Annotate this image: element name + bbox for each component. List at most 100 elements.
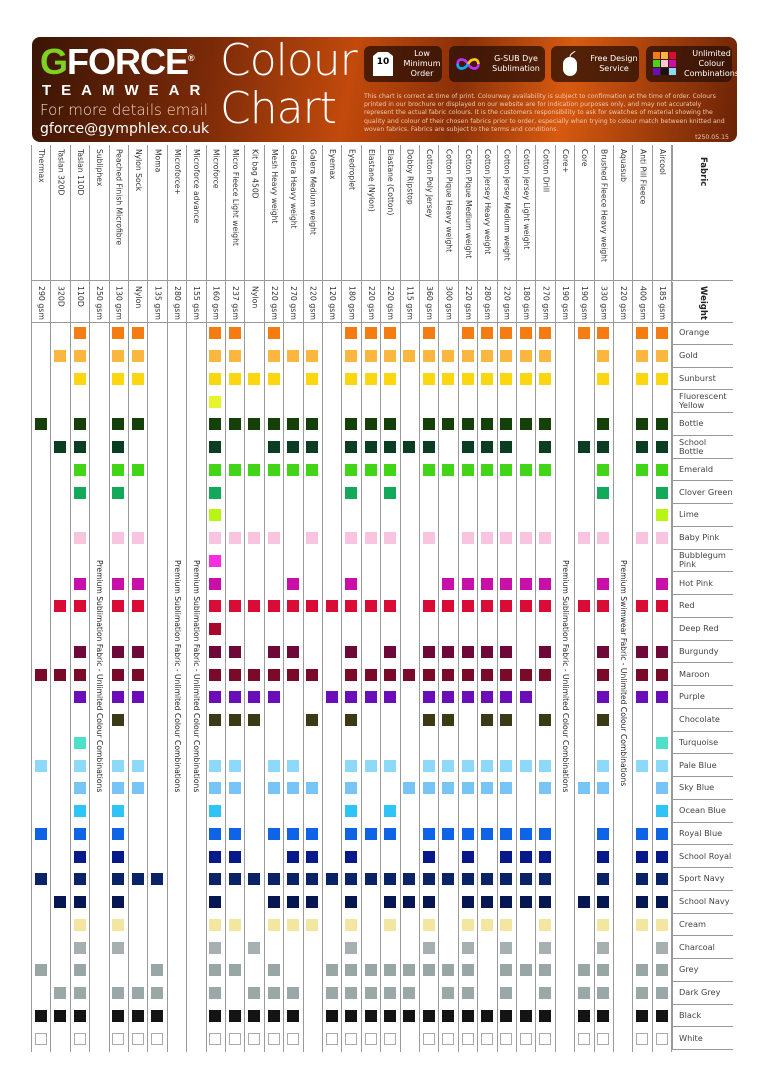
colour-swatch [286, 1032, 299, 1045]
colour-swatch [422, 850, 435, 863]
fabric-weight: 300 gsm [444, 286, 454, 320]
email-link[interactable]: gforce@gymphlex.co.uk [40, 121, 210, 137]
colour-swatch [539, 668, 552, 681]
colour-swatch [597, 964, 610, 977]
colour-swatch [636, 987, 649, 1000]
colour-swatch [422, 532, 435, 545]
colour-swatch [461, 964, 474, 977]
colour-swatch [500, 827, 513, 840]
colour-swatch [461, 896, 474, 909]
colour-row-label: Fluorescent Yellow [672, 390, 733, 413]
fabric-column: Cotton Poly Jersey 360 gsm [419, 145, 438, 1052]
colour-swatch [209, 418, 222, 431]
colour-swatch [480, 918, 493, 931]
colour-grid-icon [652, 51, 678, 77]
fabric-weight: 155 gsm [192, 286, 202, 320]
colour-swatch [228, 691, 241, 704]
colour-swatch [461, 645, 474, 658]
fabric-name: Cotton Jersey Heavy weight [483, 149, 493, 255]
colour-swatch [597, 1032, 610, 1045]
colour-swatch [461, 918, 474, 931]
colour-swatch [597, 350, 610, 363]
fabric-weight: 220 gsm [308, 286, 318, 320]
colour-swatch [480, 827, 493, 840]
colour-swatch [112, 350, 125, 363]
colour-swatch [403, 896, 416, 909]
colour-swatch [597, 668, 610, 681]
colour-swatch [73, 372, 86, 385]
colour-swatch [209, 873, 222, 886]
fabric-column: Taslan 320D 320D [50, 145, 69, 1052]
table-right-border [671, 145, 673, 1052]
colour-swatch [577, 441, 590, 454]
colour-swatch [228, 327, 241, 340]
colour-swatch [636, 896, 649, 909]
fabric-name: Micro Fleece Light weight [231, 149, 240, 246]
colour-swatch [539, 759, 552, 772]
colour-swatch [655, 441, 668, 454]
colour-swatch [655, 759, 668, 772]
colour-swatch [306, 532, 319, 545]
fabric-column: Cotton Jersey Medium weight 220 gsm [496, 145, 516, 1052]
colour-swatch [73, 691, 86, 704]
fabric-name: Taslan 110D [75, 149, 85, 196]
colour-swatch [325, 987, 338, 1000]
colour-swatch [383, 645, 396, 658]
colour-swatch [112, 645, 125, 658]
colour-swatch [422, 918, 435, 931]
colour-swatch [597, 827, 610, 840]
colour-row-label: Burgundy [672, 640, 733, 664]
colour-swatch [228, 463, 241, 476]
colour-swatch [655, 327, 668, 340]
colour-swatch [131, 463, 144, 476]
colour-swatch [539, 600, 552, 613]
colour-swatch [519, 372, 532, 385]
fabric-weight: 220 gsm [463, 286, 473, 320]
colour-swatch [539, 873, 552, 886]
colour-swatch [34, 1009, 47, 1022]
feature-free-design: Free Design Service [551, 46, 639, 82]
colour-swatch [267, 418, 280, 431]
fabric-weight: 180 gsm [347, 286, 357, 320]
colour-swatch [364, 532, 377, 545]
colour-swatch [286, 759, 299, 772]
colour-swatch [480, 782, 493, 795]
colour-swatch [636, 463, 649, 476]
colour-swatch [383, 987, 396, 1000]
colour-swatch [461, 668, 474, 681]
colour-swatch [228, 918, 241, 931]
colour-swatch [442, 691, 455, 704]
colour-swatch [325, 1009, 338, 1022]
colour-swatch [597, 577, 610, 590]
colour-swatch [248, 987, 261, 1000]
colour-swatch [345, 418, 358, 431]
colour-swatch [383, 463, 396, 476]
colour-swatch [500, 1009, 513, 1022]
colour-swatch [286, 350, 299, 363]
colour-swatch [267, 372, 280, 385]
colour-swatch [73, 645, 86, 658]
colour-swatch [655, 668, 668, 681]
colour-swatch [209, 941, 222, 954]
colour-swatch [655, 372, 668, 385]
colour-swatch [519, 1009, 532, 1022]
colour-row-label: Ocean Blue [672, 799, 733, 823]
fabric-name: Dobby Ripstop [405, 149, 415, 205]
colour-swatch [539, 441, 552, 454]
colour-swatch [461, 850, 474, 863]
colour-swatch [364, 418, 377, 431]
colour-swatch [597, 441, 610, 454]
colour-row-label: Gold [672, 344, 733, 368]
colour-swatch [383, 668, 396, 681]
colour-swatch [422, 418, 435, 431]
colour-swatch [209, 645, 222, 658]
colour-swatch [364, 873, 377, 886]
colour-swatch [636, 827, 649, 840]
colour-swatch [577, 782, 590, 795]
colour-swatch [500, 418, 513, 431]
colour-swatch [364, 441, 377, 454]
colour-swatch [73, 987, 86, 1000]
colour-swatch [112, 1032, 125, 1045]
colour-swatch [480, 714, 493, 727]
colour-row-label: Clover Green [672, 481, 733, 504]
